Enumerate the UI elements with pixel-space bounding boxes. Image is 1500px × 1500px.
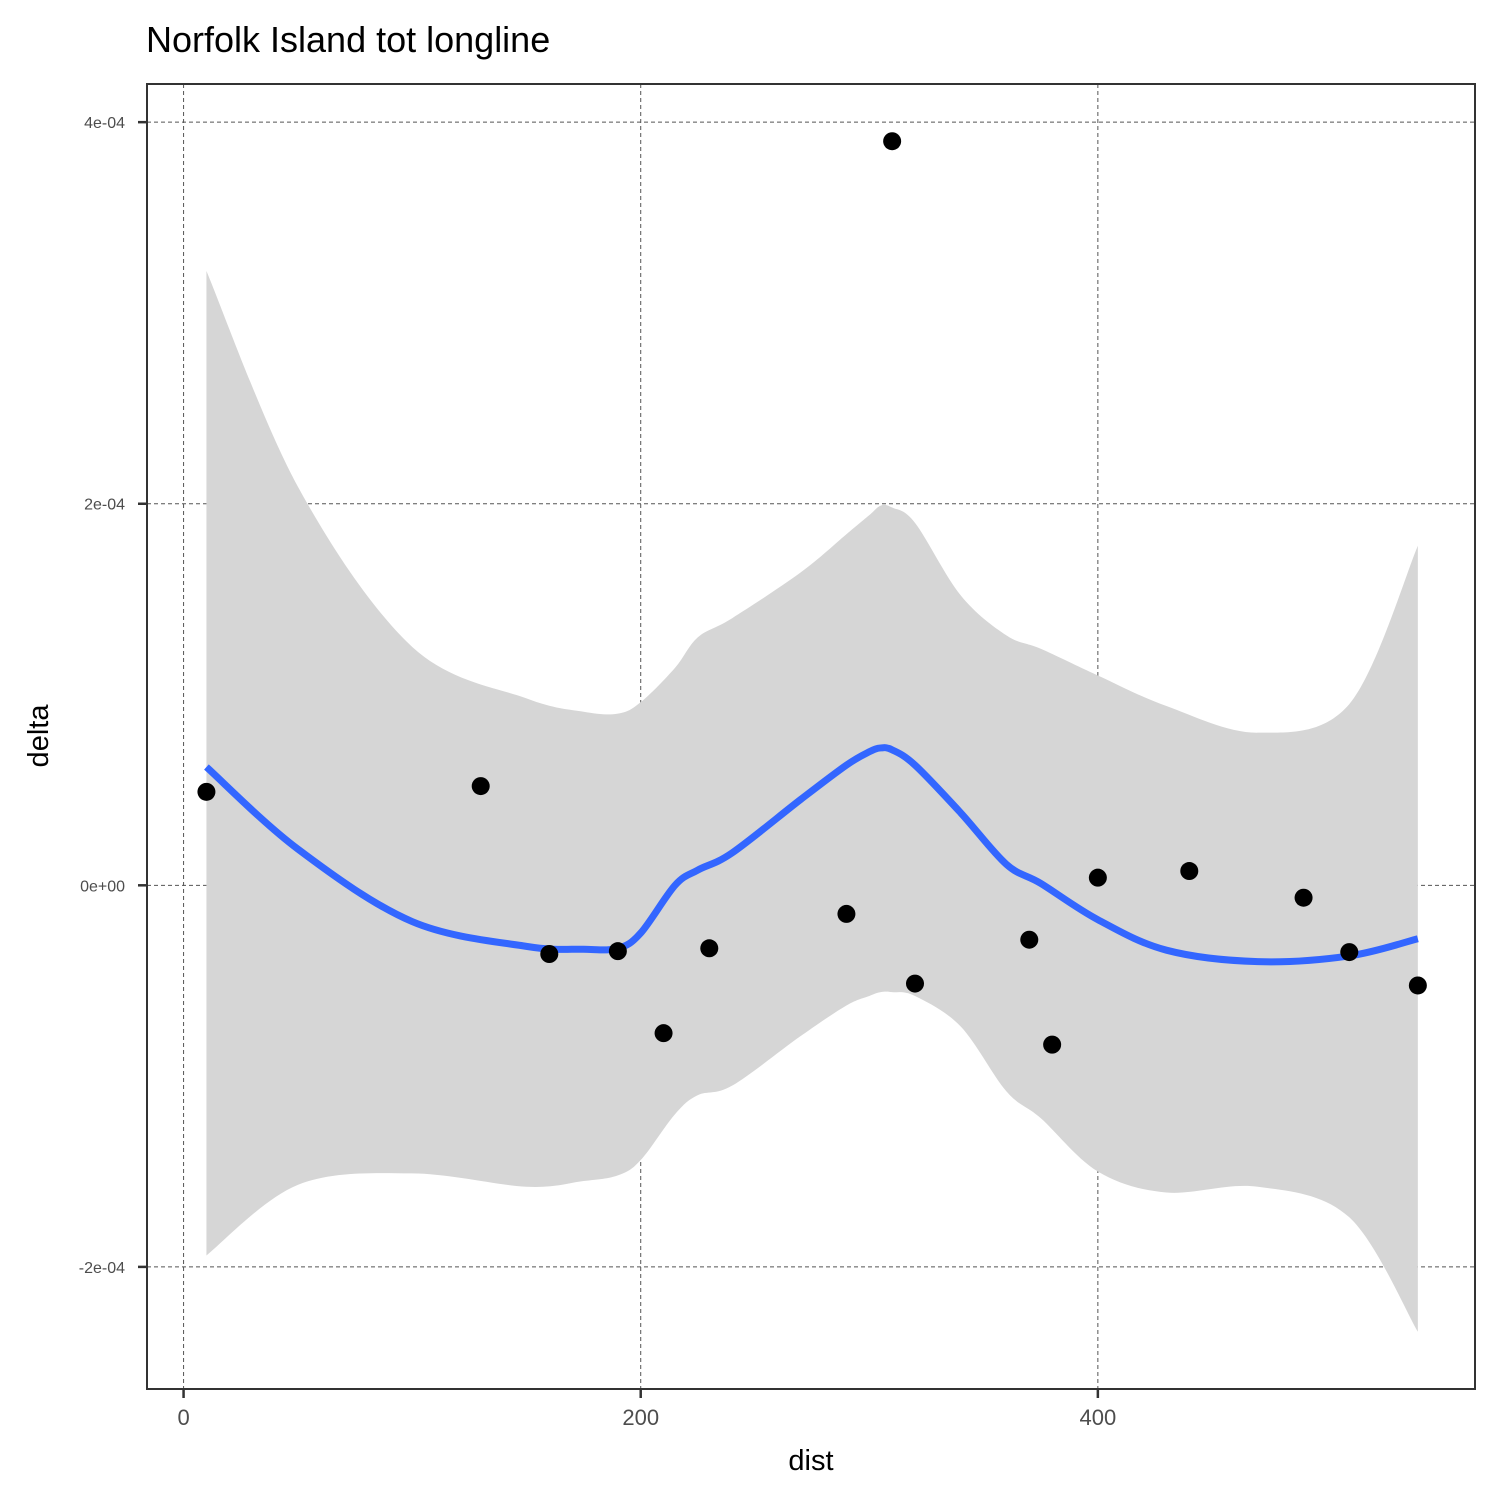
confidence-band — [206, 270, 1418, 1332]
plot-panel-border — [146, 83, 1476, 1390]
data-point — [1340, 943, 1359, 962]
y-tick-label: -2e-04 — [79, 1260, 125, 1277]
x-axis-title: dist — [788, 1445, 833, 1477]
x-tick-label: 400 — [1079, 1405, 1116, 1430]
data-point — [471, 777, 490, 796]
points-layer — [197, 132, 1427, 1054]
data-point — [700, 939, 719, 958]
y-tick-label: 4e-04 — [84, 115, 125, 132]
data-point — [906, 974, 924, 993]
y-axis-title: delta — [23, 704, 55, 768]
data-point — [1294, 888, 1313, 907]
confidence-band-layer — [206, 270, 1418, 1332]
data-point — [1088, 868, 1107, 887]
axis-layer: 0 200 400 -2e-04 0e+00 2e-04 4e-04 — [79, 115, 1116, 1430]
data-point — [540, 945, 559, 963]
data-point — [197, 782, 216, 801]
data-point — [1180, 862, 1199, 881]
y-tick-label: 2e-04 — [84, 497, 125, 514]
data-point — [608, 942, 627, 961]
data-point — [1043, 1035, 1062, 1054]
data-point — [1408, 976, 1427, 995]
data-point — [1020, 930, 1039, 949]
smooth-line — [204, 744, 1419, 966]
smooth-line-layer — [204, 744, 1419, 966]
data-point — [883, 132, 902, 151]
x-tick-label: 0 — [177, 1405, 189, 1430]
chart-title: Norfolk Island tot longline — [146, 19, 550, 60]
y-tick-label: 0e+00 — [80, 878, 125, 895]
x-tick-label: 200 — [622, 1405, 659, 1430]
data-point — [837, 904, 856, 923]
data-point — [654, 1024, 673, 1043]
